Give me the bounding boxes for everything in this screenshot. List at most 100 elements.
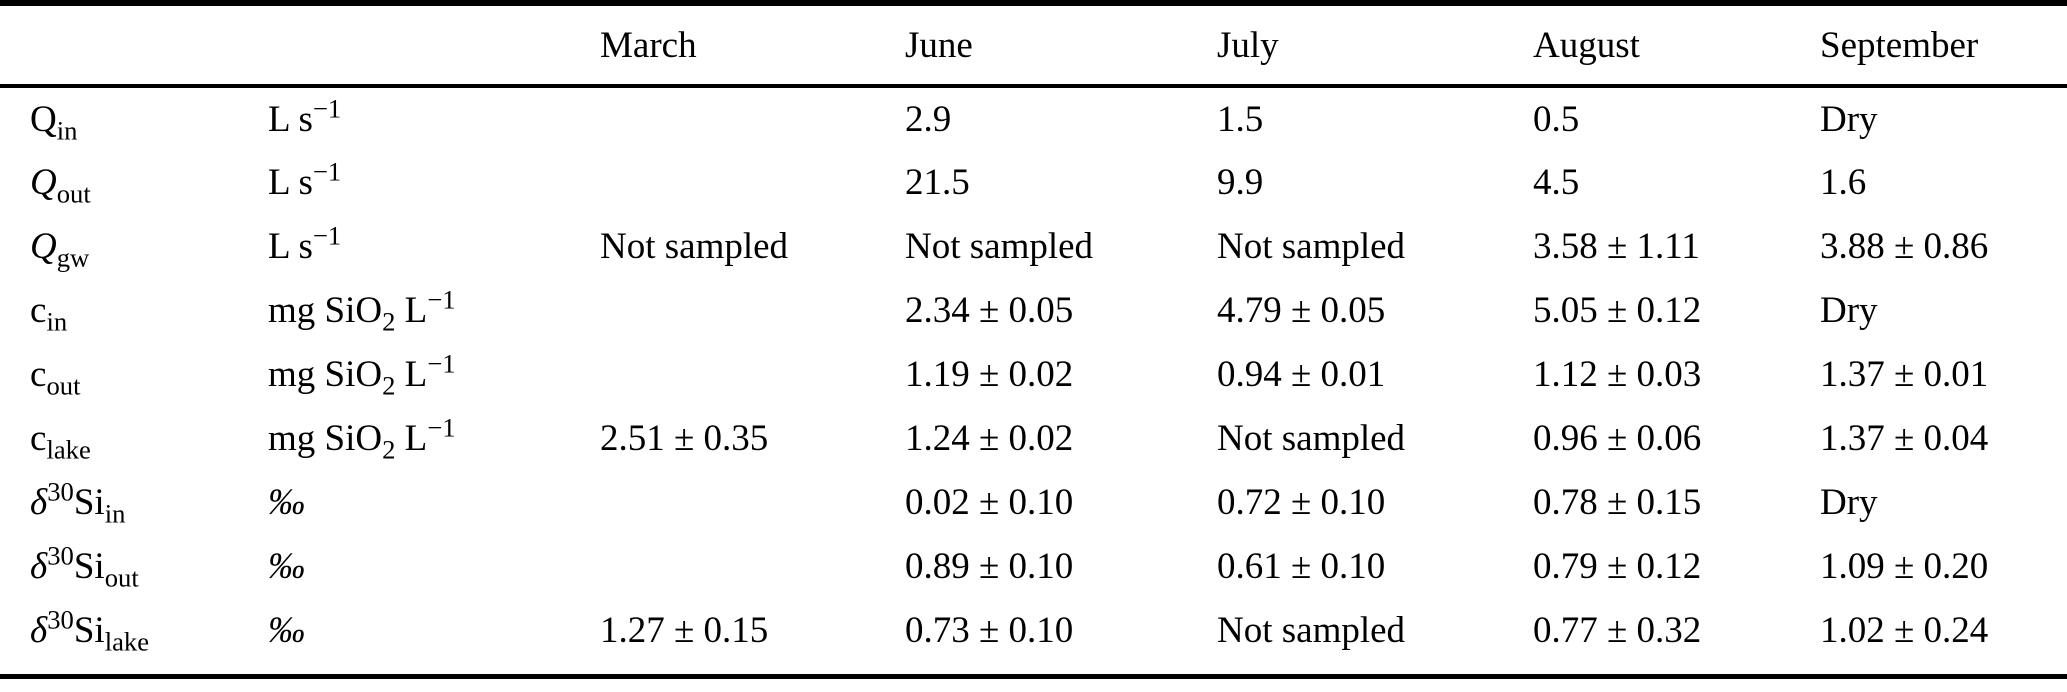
spacer-row xyxy=(0,662,2067,676)
label-base: Q xyxy=(30,225,57,267)
row-unit: ‰ xyxy=(268,534,600,598)
table-cell: 3.58 ± 1.11 xyxy=(1533,225,1700,267)
table-cell: 0.96 ± 0.06 xyxy=(1533,417,1702,459)
label-si: Si xyxy=(73,481,105,523)
table-cell: 0.77 ± 0.32 xyxy=(1533,609,1702,651)
table-cell xyxy=(600,150,905,214)
label-sub: lake xyxy=(104,625,150,656)
label-base: c xyxy=(30,353,47,395)
unit-pre: ‰ xyxy=(268,481,305,523)
label-sub: in xyxy=(56,114,78,145)
label-base: δ xyxy=(30,545,48,587)
table-cell: Not sampled xyxy=(1217,417,1406,459)
table-cell: 2.34 ± 0.05 xyxy=(905,289,1074,331)
header-empty-label xyxy=(0,3,268,86)
unit-sub: 2 xyxy=(382,305,396,336)
column-header-march: March xyxy=(600,24,697,66)
table-row: Qin L s−1 2.9 1.5 0.5 Dry xyxy=(0,86,2067,150)
label-si: Si xyxy=(73,545,105,587)
label-base: δ xyxy=(30,609,48,651)
table-cell: Not sampled xyxy=(1217,609,1406,651)
row-unit: L s−1 xyxy=(268,214,600,278)
label-base: δ xyxy=(30,481,48,523)
row-label: δ30Silake xyxy=(0,598,268,662)
unit-mid: L xyxy=(395,353,428,395)
unit-sup: −1 xyxy=(312,93,342,124)
label-sub: in xyxy=(104,497,126,528)
table-cell: 1.02 ± 0.24 xyxy=(1820,609,1989,651)
table-cell xyxy=(600,86,905,150)
label-sub: out xyxy=(104,561,139,592)
table-cell xyxy=(600,534,905,598)
table-cell: Dry xyxy=(1820,98,1878,140)
unit-mid: L xyxy=(395,289,428,331)
row-label: δ30Siin xyxy=(0,470,268,534)
table-row: Qgw L s−1 Not sampled Not sampled Not sa… xyxy=(0,214,2067,278)
table-row: cout mg SiO2 L−1 1.19 ± 0.02 0.94 ± 0.01… xyxy=(0,342,2067,406)
unit-pre: ‰ xyxy=(268,545,305,587)
table-cell: 0.78 ± 0.15 xyxy=(1533,481,1702,523)
table-header: March June July August September xyxy=(0,3,2067,86)
table-cell: 9.9 xyxy=(1217,161,1264,203)
unit-pre: mg SiO xyxy=(268,353,383,395)
table-cell: 1.19 ± 0.02 xyxy=(905,353,1074,395)
table-row: δ30Siin ‰ 0.02 ± 0.10 0.72 ± 0.10 0.78 ±… xyxy=(0,470,2067,534)
table-footer xyxy=(0,662,2067,676)
row-unit: mg SiO2 L−1 xyxy=(268,278,600,342)
row-unit: ‰ xyxy=(268,470,600,534)
table-cell: 1.6 xyxy=(1820,161,1867,203)
unit-sup: −1 xyxy=(427,348,456,379)
table-row: cin mg SiO2 L−1 2.34 ± 0.05 4.79 ± 0.05 … xyxy=(0,278,2067,342)
spacer-cell xyxy=(0,662,2067,676)
row-label: clake xyxy=(0,406,268,470)
table-cell xyxy=(600,342,905,406)
row-unit: mg SiO2 L−1 xyxy=(268,406,600,470)
label-sup: 30 xyxy=(47,476,74,507)
label-sub: out xyxy=(56,177,91,208)
row-label: cin xyxy=(0,278,268,342)
unit-sup: −1 xyxy=(312,220,342,251)
row-label: cout xyxy=(0,342,268,406)
table-cell: Not sampled xyxy=(905,225,1094,267)
table-cell: 2.9 xyxy=(905,98,952,140)
label-base: c xyxy=(30,289,47,331)
header-empty-unit xyxy=(268,3,600,86)
unit-sup: −1 xyxy=(427,284,456,315)
row-label: Qout xyxy=(0,150,268,214)
table-cell: Dry xyxy=(1820,289,1878,331)
unit-sup: −1 xyxy=(427,412,456,443)
table-cell: 1.24 ± 0.02 xyxy=(905,417,1074,459)
column-header-september: September xyxy=(1820,24,1979,66)
table-cell xyxy=(600,470,905,534)
label-sub: lake xyxy=(46,433,91,464)
table-cell: Dry xyxy=(1820,481,1878,523)
unit-pre: L s xyxy=(268,225,313,267)
unit-sub: 2 xyxy=(382,369,396,400)
table-cell: 1.37 ± 0.01 xyxy=(1820,353,1989,395)
table-cell: 1.27 ± 0.15 xyxy=(600,609,769,651)
table-cell: 1.09 ± 0.20 xyxy=(1820,545,1989,587)
label-sub: gw xyxy=(56,241,90,272)
table-cell: 1.12 ± 0.03 xyxy=(1533,353,1702,395)
label-base: Q xyxy=(30,98,57,140)
unit-pre: L s xyxy=(268,161,313,203)
table-cell: 0.79 ± 0.12 xyxy=(1533,545,1702,587)
unit-pre: mg SiO xyxy=(268,417,383,459)
table-cell: 3.88 ± 0.86 xyxy=(1820,225,1989,267)
table-cell: 0.94 ± 0.01 xyxy=(1217,353,1386,395)
column-header-june: June xyxy=(905,24,973,66)
table-cell: 4.5 xyxy=(1533,161,1580,203)
table-cell: 21.5 xyxy=(905,161,970,203)
column-header-july: July xyxy=(1217,24,1279,66)
unit-mid: L xyxy=(395,417,428,459)
label-base: c xyxy=(30,417,47,459)
table-body: Qin L s−1 2.9 1.5 0.5 Dry Qout L s−1 21.… xyxy=(0,86,2067,662)
table-cell: 5.05 ± 0.12 xyxy=(1533,289,1702,331)
table-row: Qout L s−1 21.5 9.9 4.5 1.6 xyxy=(0,150,2067,214)
table-cell: 0.02 ± 0.10 xyxy=(905,481,1074,523)
table-cell: 2.51 ± 0.35 xyxy=(600,417,769,459)
row-unit: L s−1 xyxy=(268,86,600,150)
table-row: δ30Siout ‰ 0.89 ± 0.10 0.61 ± 0.10 0.79 … xyxy=(0,534,2067,598)
table-cell: 4.79 ± 0.05 xyxy=(1217,289,1386,331)
row-label: δ30Siout xyxy=(0,534,268,598)
